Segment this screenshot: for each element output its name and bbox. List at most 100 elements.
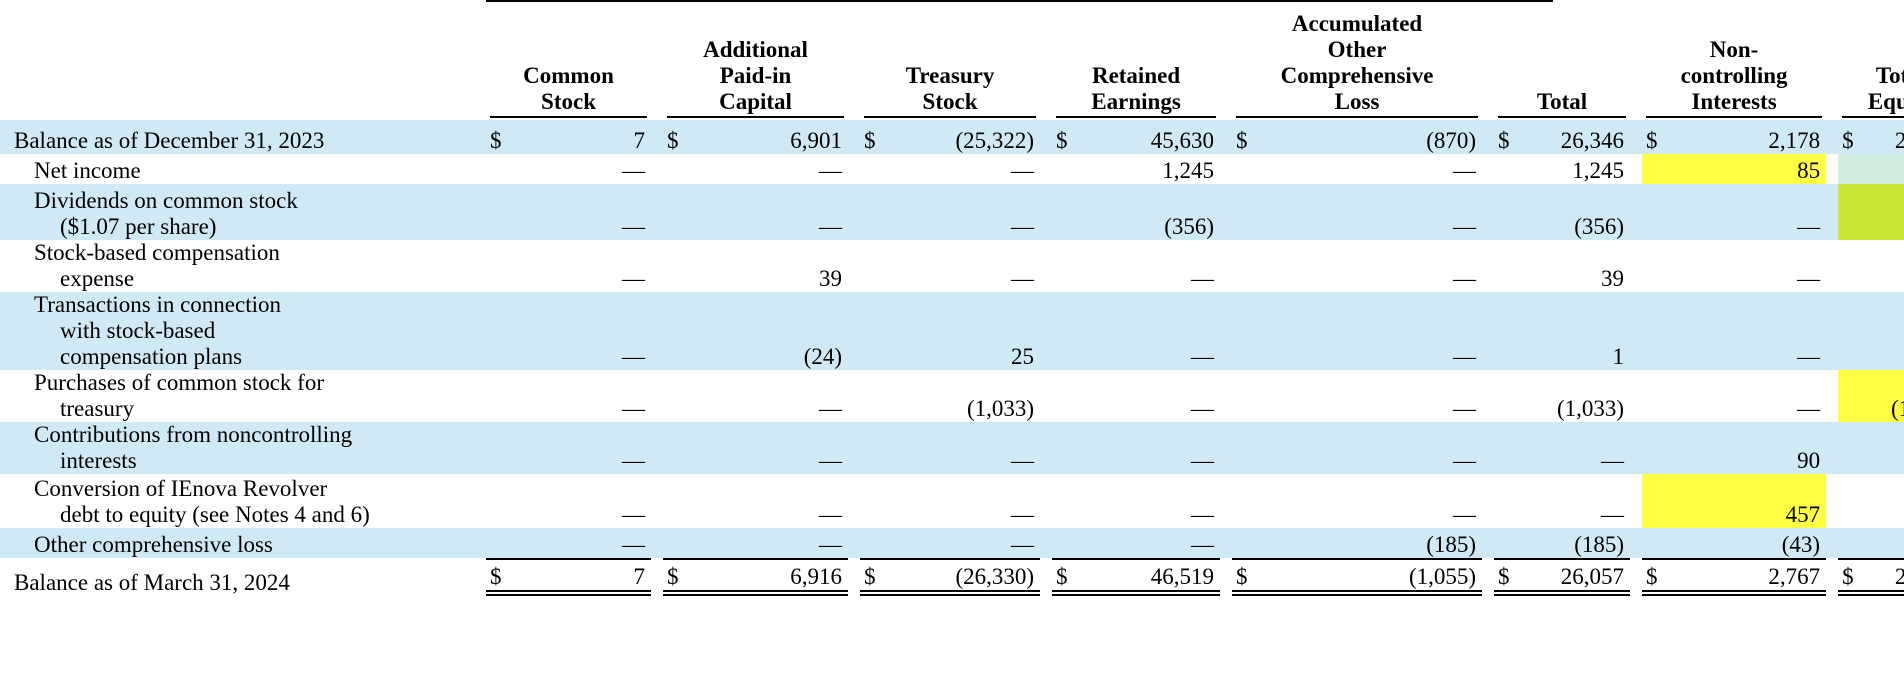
col-header-common-stock: Common Stock [486,8,651,120]
row-label-line: Transactions in connection [34,292,282,317]
currency-symbol [1232,528,1273,558]
cell-nci: — [1682,292,1827,370]
row-label: Purchases of common stock for treasury [0,370,486,422]
column-gap [848,240,860,292]
column-gap [1826,370,1838,422]
table-row: Balance as of March 31, 2024 $7 $6,916 $ (26… [0,558,1904,596]
cell-retained: — [1191,266,1215,291]
column-gap [651,292,664,370]
currency-symbol [663,292,704,370]
table-row: Conversion of IEnova Revolver debt to equ… [0,474,1904,528]
currency-symbol [1838,292,1879,370]
cell-total-equity: 1 [1878,292,1904,370]
column-gap [651,240,663,292]
label-header [0,8,486,120]
column-gap [651,474,663,528]
row-label: Stock-based compensation expense [0,240,486,292]
currency-symbol [1232,154,1272,184]
cell-total-equity: 90 [1878,422,1904,474]
currency-symbol [1494,240,1534,292]
row-label: Dividends on common stock ($1.07 per shar… [0,184,486,240]
row-label-line: debt to equity (see Notes 4 and 6) [60,502,370,527]
cell-apic: — [819,502,843,527]
currency-symbol [860,292,901,370]
currency-symbol [1052,154,1092,184]
currency-symbol [486,240,526,292]
cell-total: 26,346 [1534,120,1631,154]
currency-symbol [486,184,526,240]
currency-symbol [1838,370,1879,422]
cell-total: 1,245 [1572,158,1625,183]
cell-total: — [1601,502,1625,527]
cell-treasury: — [900,528,1041,558]
column-gap [848,558,860,596]
cell-aocl: — [1272,292,1483,370]
row-label-line: Conversion of IEnova Revolver [34,476,328,501]
currency-symbol [663,240,703,292]
currency-symbol [1642,240,1682,292]
cell-total: 1 [1534,292,1631,370]
col-header-retained: Retained Earnings [1052,8,1220,120]
currency-symbol: $ [1052,558,1093,596]
currency-symbol [486,370,526,422]
cell-apic: — [819,396,843,421]
row-label-line: with stock-based [60,318,216,343]
currency-symbol [1052,422,1093,474]
currency-symbol [1232,474,1272,528]
cell-treasury: — [1011,266,1035,291]
currency-symbol [1494,474,1534,528]
currency-symbol [1232,240,1272,292]
cell-nci: — [1797,266,1821,291]
currency-symbol [1232,292,1273,370]
currency-symbol [1232,422,1273,474]
column-gap [1826,240,1838,292]
currency-symbol [1052,292,1093,370]
cell-common-stock: — [622,396,646,421]
cell-apic: 6,901 [703,120,849,154]
column-gap [1482,184,1495,240]
row-label: Net income [0,154,486,184]
cell-retained: — [1092,422,1221,474]
currency-symbol: $ [1052,120,1093,154]
column-gap [1040,154,1052,184]
column-gap [1040,528,1053,558]
column-gap [651,370,663,422]
cell-nci: 457 [1682,474,1827,528]
currency-symbol [1052,370,1092,422]
column-gap [1220,528,1233,558]
table-row: Transactions in connection with stock-bas… [0,292,1904,370]
currency-symbol [1838,154,1879,184]
column-gap [1220,292,1233,370]
column-gap [651,528,664,558]
row-label-line: treasury [60,396,135,421]
column-gap [1040,292,1053,370]
row-label-line: Dividends on common stock [34,188,298,213]
currency-symbol: $ [1494,120,1535,154]
column-gap [651,422,664,474]
col-header-aocl: Accumulated Other Comprehensive Loss [1232,8,1482,120]
cell-common-stock: 7 [526,120,652,154]
column-gap [1630,292,1643,370]
column-gap [1482,154,1494,184]
currency-symbol [1494,184,1535,240]
cell-nci: — [1682,184,1827,240]
column-gap [1040,558,1052,596]
header-rule [486,0,1553,2]
column-gap [1630,370,1642,422]
column-gap [848,422,861,474]
column-gap [848,292,861,370]
cell-total: — [1534,422,1631,474]
currency-symbol [1232,184,1273,240]
cell-apic: — [819,158,843,183]
column-gap [848,184,861,240]
cell-treasury: (1,033) [966,396,1035,421]
currency-symbol [663,154,703,184]
column-gap [1826,184,1839,240]
cell-aocl: — [1453,266,1477,291]
row-label-line: Balance as of December 31, 2023 [14,128,325,153]
currency-symbol: $ [1642,558,1683,596]
row-label: Conversion of IEnova Revolver debt to equ… [0,474,486,528]
column-gap [1630,120,1643,154]
cell-aocl: (870) [1272,120,1483,154]
cell-common-stock: — [622,158,646,183]
